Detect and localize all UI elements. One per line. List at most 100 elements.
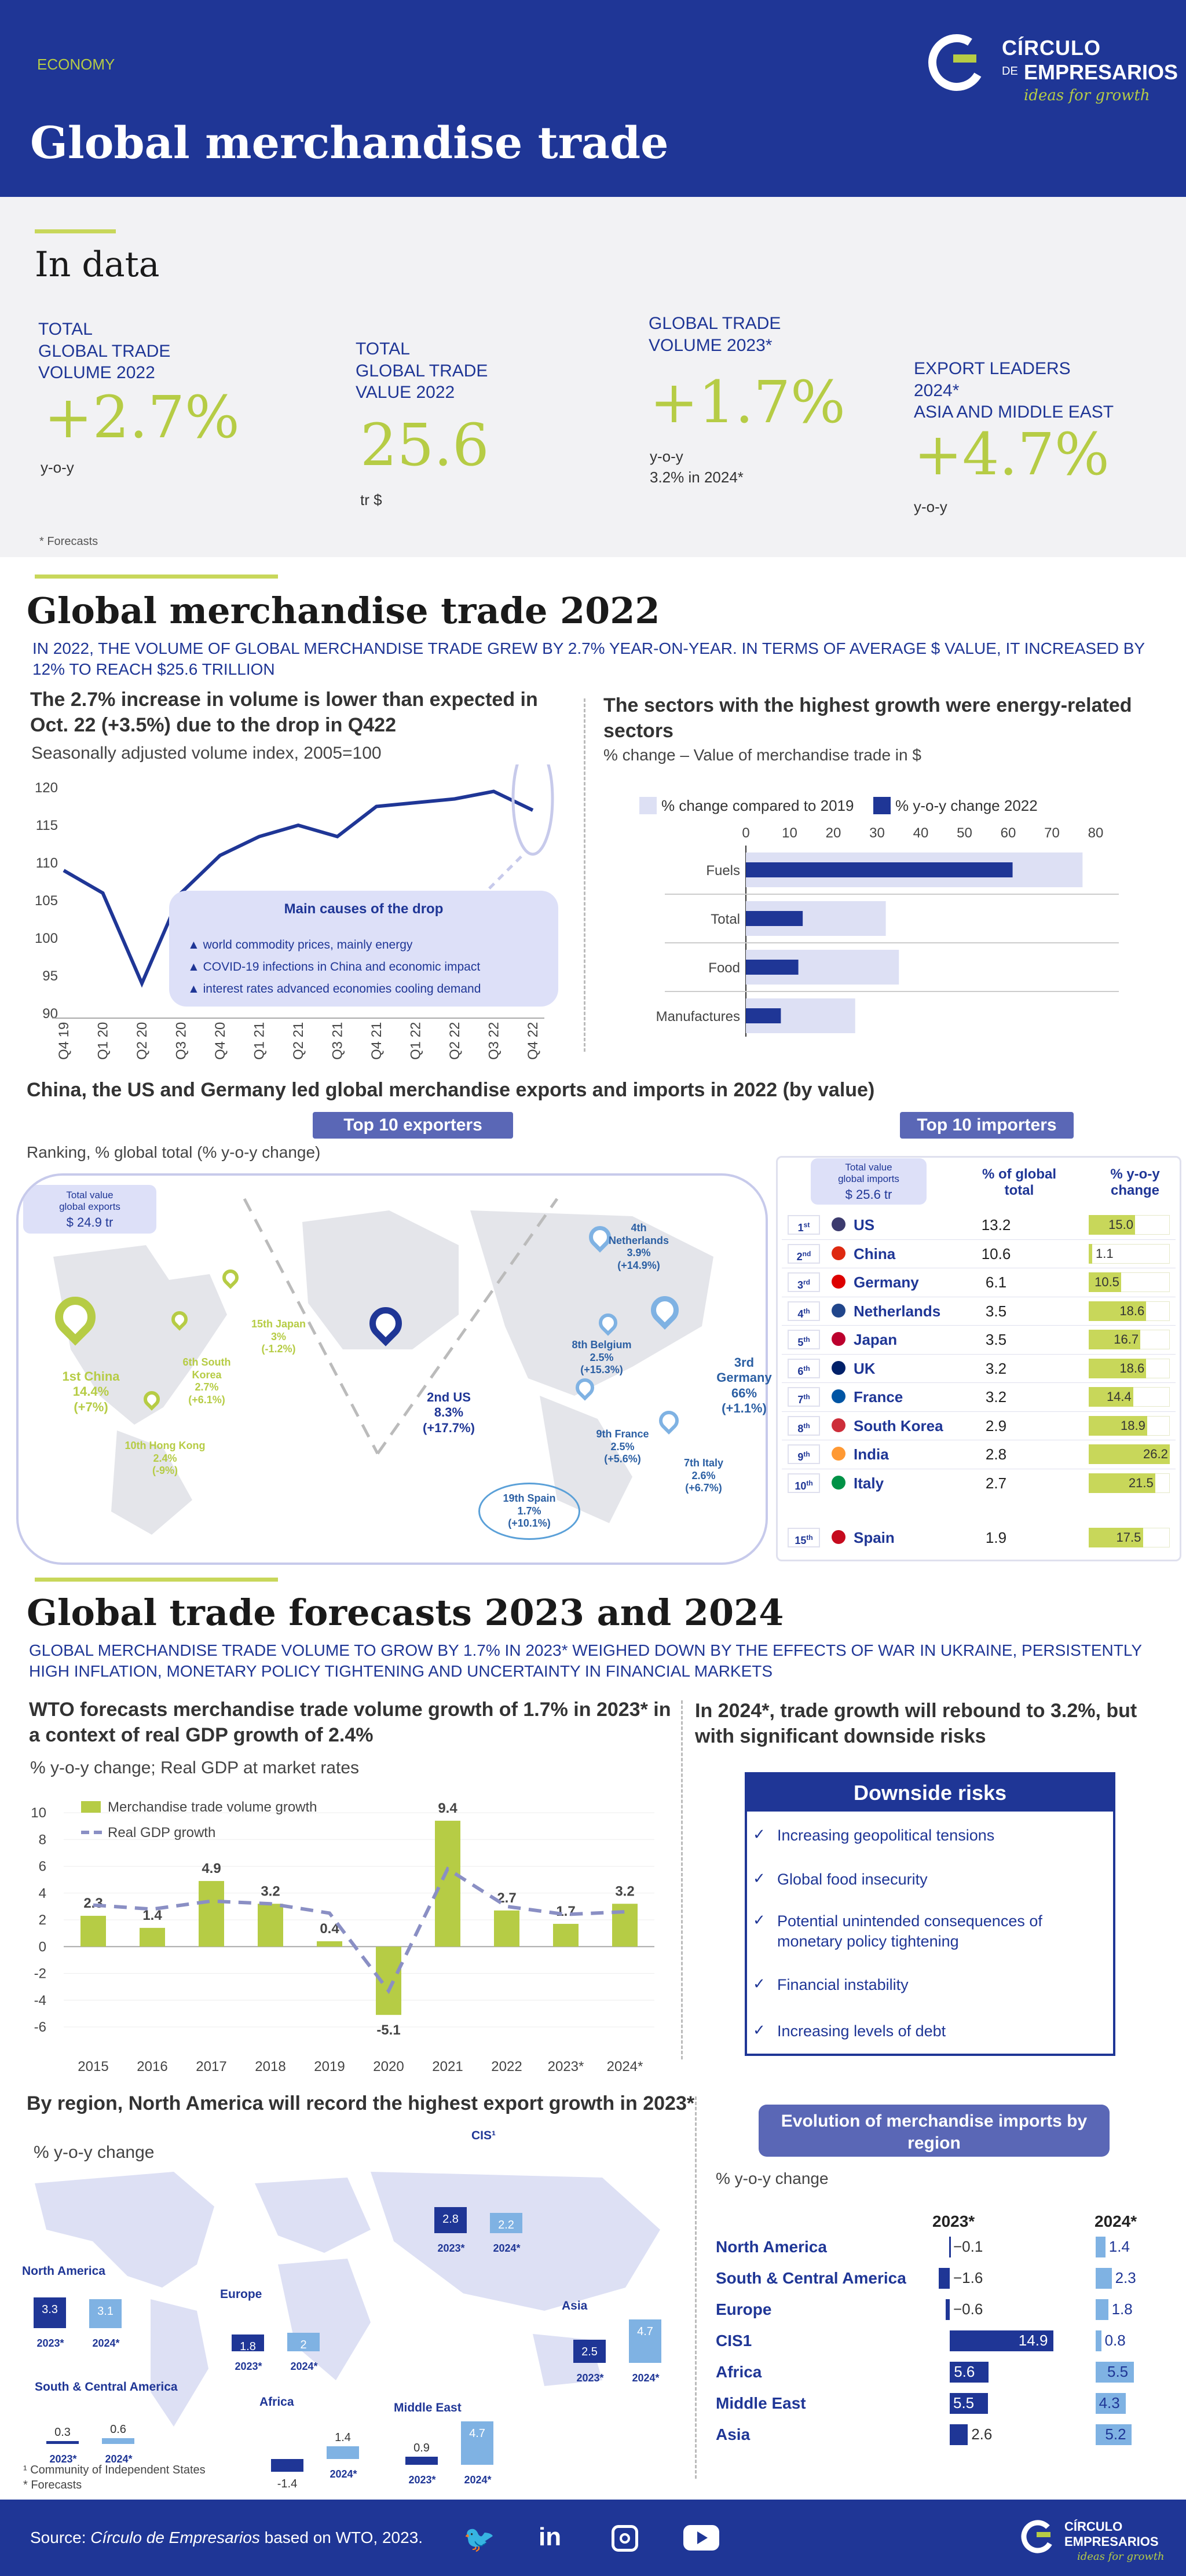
gdp-line: [93, 1866, 625, 1995]
risk-item: Global food insecurity: [777, 1871, 928, 1888]
fc-ytick: 2: [39, 1912, 46, 1928]
fc-xtick: 2020: [373, 2059, 404, 2074]
importer-yoy-label: 18.9: [1120, 1418, 1145, 1433]
vol-xtick: Q4 20: [213, 1022, 228, 1060]
fc-ytick: 6: [39, 1859, 46, 1875]
top-exporters-button[interactable]: Top 10 exporters: [313, 1112, 513, 1139]
fc-ytick: 8: [39, 1832, 46, 1847]
region-name: Asia: [562, 2299, 588, 2312]
exporter-label: 4th Netherlands 3.9% (+14.9%): [590, 1222, 688, 1272]
importer-country: China: [854, 1245, 896, 1263]
linkedin-icon[interactable]: in: [539, 2523, 562, 2551]
category-label: ECONOMY: [37, 56, 115, 73]
importer-yoy-label: 21.5: [1128, 1475, 1154, 1490]
sec-xtick: 60: [1001, 825, 1016, 841]
import-region: Middle East: [716, 2394, 806, 2412]
risk-item: Financial instability: [777, 1976, 909, 1993]
check-icon: ✓: [753, 1975, 766, 1992]
sec-category: Total: [711, 912, 740, 927]
forecast-footnote: * Forecasts: [39, 535, 98, 548]
region-bar-2024*: [102, 2438, 134, 2444]
import-label-2024: 4.3: [1099, 2394, 1120, 2412]
importer-country: India: [854, 1446, 889, 1463]
importer-yoy-bar: [1089, 1528, 1143, 1547]
import-label-2023: −1.6: [953, 2269, 983, 2286]
wto-chart-title: WTO forecasts merchandise trade volume g…: [29, 1699, 671, 1747]
kpi-unit-2: tr $: [360, 491, 382, 508]
importer-rank: 2nd: [788, 1243, 820, 1264]
region-value: 1.8: [240, 2340, 256, 2354]
importer-share: 3.2: [985, 1359, 1007, 1377]
sec-category: Fuels: [706, 863, 740, 879]
importer-yoy-label: 10.5: [1095, 1275, 1119, 1289]
import-label-2023: 5.6: [954, 2363, 975, 2380]
fc-xtick: 2024*: [607, 2059, 643, 2074]
importer-country: Italy: [854, 1474, 884, 1492]
exporter-change: (+5.6%): [604, 1453, 641, 1465]
top-importers-button[interactable]: Top 10 importers: [900, 1112, 1074, 1139]
importer-share: 13.2: [981, 1216, 1011, 1234]
page-title: Global merchandise trade: [30, 117, 669, 169]
region-value: -1.4: [277, 2478, 298, 2491]
section-2022-subtitle: IN 2022, THE VOLUME OF GLOBAL MERCHANDIS…: [32, 639, 1145, 679]
imports-by-region-button[interactable]: Evolution of merchandise imports by regi…: [759, 2105, 1110, 2157]
exporter-name: 4th Netherlands: [608, 1222, 669, 1246]
importer-row: 15th Spain 1.9 17.5: [776, 1523, 1181, 1551]
flag-icon: [832, 1360, 845, 1375]
exporter-name: 15th Japan: [251, 1318, 306, 1330]
region-name: Middle East: [394, 2401, 462, 2414]
importer-yoy-bar: [1089, 1330, 1141, 1349]
importer-share: 6.1: [985, 1274, 1007, 1291]
legend-label-2019: % change compared to 2019: [661, 797, 854, 814]
footer-logo-line2: EMPRESARIOS: [1064, 2534, 1159, 2549]
twitter-icon[interactable]: 🐦: [463, 2525, 495, 2553]
exporter-share: 8.3%: [434, 1405, 464, 1420]
import-label-2024: 5.2: [1105, 2425, 1126, 2443]
footer-tagline: ideas for growth: [1077, 2551, 1165, 2563]
region-bar-2024*: [629, 2319, 661, 2363]
flag-icon: [832, 1246, 845, 1260]
sec-xtick: 70: [1044, 825, 1060, 841]
sec-bar-2022: [746, 911, 803, 926]
source-pre: Source:: [30, 2529, 91, 2546]
import-bar-2023: [950, 2424, 968, 2445]
exporter-name: 19th Spain: [503, 1492, 556, 1504]
source-note: Source: Círculo de Empresarios based on …: [30, 2529, 423, 2547]
fc-bar: [199, 1880, 224, 1947]
region-value: 3.3: [42, 2303, 58, 2317]
fc-bar-label: 9.4: [438, 1801, 457, 1816]
region-bar-2024*: [461, 2421, 493, 2465]
importer-row: 3rd Germany 6.1 10.5: [776, 1268, 1181, 1296]
vol-xtick: Q2 22: [447, 1022, 463, 1060]
export-total-value: $ 24.9 tr: [66, 1215, 114, 1230]
importer-row: 9th India 2.8 26.2: [776, 1440, 1181, 1468]
instagram-icon[interactable]: [612, 2525, 638, 2552]
import-bar-2024: [1096, 2424, 1132, 2445]
youtube-icon[interactable]: [683, 2525, 719, 2551]
source-org: Círculo de Empresarios: [90, 2529, 260, 2546]
exporter-change: (+6.7%): [685, 1482, 722, 1494]
fc-bar-label: -5.1: [376, 2022, 400, 2038]
section-2022-title: Global merchandise trade 2022: [27, 590, 660, 632]
import-label-2023: −0.6: [953, 2300, 983, 2318]
importer-yoy-label: 16.7: [1114, 1332, 1139, 1346]
fc-ytick: -2: [34, 1966, 46, 1982]
region-name: North America: [22, 2264, 105, 2278]
exporter-label: 2nd US 8.3% (+17.7%): [400, 1390, 498, 1436]
import-total-box: Total value global imports $ 25.6 tr: [811, 1158, 927, 1205]
exporter-share: 2.5%: [590, 1351, 614, 1363]
import-label-2023: 5.5: [953, 2394, 975, 2412]
vol-ytick: 105: [35, 893, 58, 909]
exporter-label: 8th Belgium 2.5% (+15.3%): [552, 1339, 651, 1377]
vol-xtick: Q3 22: [486, 1022, 502, 1060]
fc-xtick: 2023*: [548, 2059, 584, 2074]
importer-rank: 10th: [788, 1473, 820, 1493]
fc-bar-label: 2.3: [83, 1896, 103, 1911]
cause-2-text: COVID-19 infections in China and economi…: [203, 960, 481, 974]
fc-xtick: 2017: [196, 2059, 226, 2074]
importer-row: 2nd China 10.6 1.1: [776, 1239, 1181, 1267]
footer-logo-line1: CÍRCULO: [1064, 2519, 1123, 2534]
importer-rank: 6th: [788, 1358, 820, 1378]
importer-yoy-label: 18.6: [1119, 1360, 1145, 1375]
exporter-change: (+14.9%): [617, 1259, 660, 1271]
